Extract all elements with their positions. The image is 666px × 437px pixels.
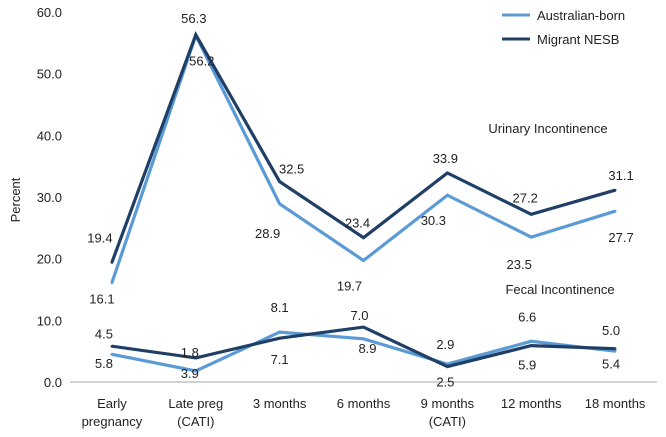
y-tick-label: 50.0 — [37, 67, 62, 82]
annotations: Urinary Incontinence Fecal Incontinence — [488, 121, 614, 297]
x-axis-tick-labels: Early pregnancy Late preg (CATI) 3 months 6 m… — [82, 396, 646, 429]
x-tick-label: 18 months — [585, 396, 646, 411]
data-point-australian-born-urinary — [529, 235, 533, 239]
data-label: 19.7 — [337, 279, 362, 294]
data-label: 5.9 — [518, 358, 536, 373]
y-tick-label: 60.0 — [37, 5, 62, 20]
data-label: 7.0 — [350, 308, 368, 323]
data-point-migrant-nesb-urinary — [194, 33, 198, 37]
data-label: 5.4 — [602, 357, 620, 372]
data-label: 27.7 — [608, 230, 633, 245]
data-point-australian-born-fecal — [278, 330, 282, 334]
data-label: 7.1 — [271, 352, 289, 367]
x-tick-label: 3 months — [253, 396, 307, 411]
data-point-migrant-nesb-urinary — [362, 236, 365, 240]
x-tick-label: Early pregnancy — [82, 396, 143, 429]
data-point-australian-born-fecal — [110, 352, 114, 356]
data-label: 2.5 — [436, 375, 454, 390]
data-label: 8.9 — [358, 341, 376, 356]
data-label: 1.8 — [181, 345, 199, 360]
data-point-migrant-nesb-urinary — [278, 180, 282, 183]
data-label: 23.5 — [507, 257, 532, 272]
data-label: 28.9 — [255, 226, 280, 241]
legend-label-migrant-nesb: Migrant NESB — [537, 32, 619, 47]
data-point-migrant-nesb-fecal — [445, 365, 449, 368]
y-axis-title: Percent — [8, 177, 23, 222]
y-tick-label: 30.0 — [37, 190, 62, 205]
legend: Australian-born Migrant NESB — [502, 8, 625, 47]
annotation-fecal: Fecal Incontinence — [505, 282, 614, 297]
x-tick-label: Late preg (CATI) — [168, 396, 223, 429]
data-point-australian-born-urinary — [362, 259, 365, 262]
data-point-australian-born-urinary — [110, 281, 114, 285]
data-point-migrant-nesb-fecal — [362, 325, 365, 329]
data-point-australian-born-fecal — [613, 349, 617, 353]
data-point-migrant-nesb-fecal — [278, 336, 282, 340]
x-tick-label: 12 months — [501, 396, 562, 411]
data-point-migrant-nesb-urinary — [529, 212, 533, 216]
data-label: 56.3 — [181, 11, 206, 26]
y-tick-label: 20.0 — [37, 252, 62, 267]
data-label: 30.3 — [421, 213, 446, 228]
data-label: 27.2 — [513, 190, 538, 205]
data-label: 32.5 — [279, 162, 304, 177]
data-point-australian-born-fecal — [194, 369, 198, 373]
data-label: 8.1 — [271, 300, 289, 315]
data-point-migrant-nesb-fecal — [194, 356, 198, 360]
data-label: 2.9 — [436, 337, 454, 352]
y-tick-label: 40.0 — [37, 128, 62, 143]
data-label: 19.4 — [87, 230, 112, 245]
data-point-migrant-nesb-urinary — [613, 188, 617, 192]
data-label: 33.9 — [433, 151, 458, 166]
data-label: 23.4 — [345, 216, 370, 231]
data-label: 56.2 — [189, 53, 214, 68]
data-point-migrant-nesb-fecal — [613, 347, 617, 351]
data-label: 3.9 — [181, 366, 199, 381]
series-line-australian-born-urinary — [110, 31, 616, 284]
data-point-australian-born-fecal — [529, 339, 533, 343]
data-point-australian-born-urinary — [445, 193, 449, 197]
x-tick-label: 9 months (CATI) — [421, 396, 475, 429]
data-label: 5.0 — [602, 323, 620, 338]
data-point-migrant-nesb-urinary — [445, 171, 449, 175]
series-lines — [110, 31, 617, 373]
data-label: 5.8 — [95, 356, 113, 371]
annotation-urinary: Urinary Incontinence — [488, 121, 607, 136]
data-label: 16.1 — [89, 292, 114, 307]
legend-label-australian-born: Australian-born — [537, 8, 625, 23]
data-point-migrant-nesb-fecal — [529, 344, 533, 348]
y-tick-label: 0.0 — [44, 375, 62, 390]
data-label: 6.6 — [518, 309, 536, 324]
y-axis-tick-labels: 0.0 10.0 20.0 30.0 40.0 50.0 60.0 — [37, 5, 62, 390]
data-point-australian-born-urinary — [278, 202, 282, 206]
data-point-australian-born-urinary — [613, 209, 617, 213]
data-label: 4.5 — [95, 326, 113, 341]
data-point-australian-born-fecal — [362, 337, 365, 341]
data-labels: 16.1 56.2 28.9 19.7 30.3 23.5 27.7 19.4 56.3 32.5… — [87, 11, 633, 390]
y-tick-label: 10.0 — [37, 313, 62, 328]
x-tick-label: 6 months — [337, 396, 391, 411]
data-point-migrant-nesb-fecal — [110, 344, 114, 348]
data-label: 31.1 — [608, 168, 633, 183]
data-point-migrant-nesb-urinary — [110, 260, 114, 264]
